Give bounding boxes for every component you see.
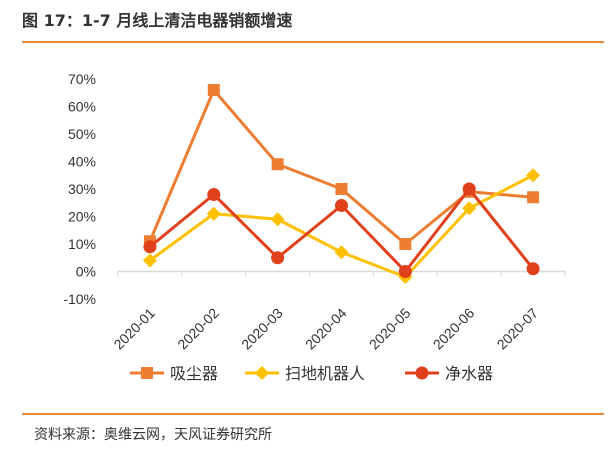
data-point [207,188,221,201]
data-point [270,212,285,227]
x-tick-label: 2020-07 [494,305,542,353]
data-point [271,251,285,265]
legend-label: 吸尘器 [170,365,218,383]
legend-item: 净水器 [405,365,493,383]
source-note: 资料来源：奥维云网，天风证券研究所 [34,427,272,443]
x-tick-label: 2020-01 [110,305,158,353]
y-tick-label: 30% [68,181,96,197]
x-tick-label: 2020-05 [366,305,414,353]
data-point [206,206,221,221]
y-tick-label: 20% [68,209,96,225]
series-1 [143,84,540,250]
legend-label: 净水器 [445,365,493,383]
data-point [399,238,412,250]
series-line [148,88,534,246]
legend-label: 扫地机器人 [285,365,365,383]
y-tick-label: 70% [68,71,96,87]
series-2 [142,168,541,284]
y-tick-label: 40% [68,154,96,170]
figure-title: 图 17：1-7 月线上清洁电器销额增速 [22,11,293,30]
line-chart: 70%60%50%40%30%20%10%0%-10% 2020-01 2020-… [63,71,566,383]
data-point [334,245,349,260]
data-point [142,253,157,268]
legend-marker [141,367,153,379]
x-tick-label: 2020-06 [430,305,478,353]
x-tick-label: 2020-04 [302,305,350,353]
title-rule [22,41,604,43]
data-point [526,262,540,276]
x-tick-label: 2020-02 [174,305,222,353]
data-point [398,265,412,278]
y-tick-label: 10% [68,236,96,252]
legend-item: 扫地机器人 [245,365,365,383]
data-point [335,183,348,195]
data-point [207,84,220,96]
data-point [271,158,284,171]
y-tick-label: 50% [68,126,96,142]
y-axis-labels: 70% 60% 50% 40% 30% 20% 10% 0% -10% [63,71,96,307]
data-point [462,182,476,196]
data-point [526,168,541,183]
x-axis-labels: 2020-01 2020-02 2020-03 2020-04 2020-05 2020-… [110,305,541,353]
x-tick-label: 2020-03 [238,305,286,353]
y-tick-label: 0% [76,264,96,280]
data-point [462,201,477,216]
legend-item: 吸尘器 [130,365,218,383]
data-point [335,199,348,212]
series-3 [143,182,540,278]
legend-marker [415,366,429,380]
y-tick-label: 60% [68,99,96,115]
data-point [143,240,157,254]
x-axis [117,270,566,277]
legend: 吸尘器 扫地机器人 净水器 [130,365,493,383]
data-point [527,191,540,204]
legend-marker [255,366,269,380]
series-group [142,84,541,284]
y-tick-label: -10% [63,291,96,307]
source-rule [22,413,604,415]
